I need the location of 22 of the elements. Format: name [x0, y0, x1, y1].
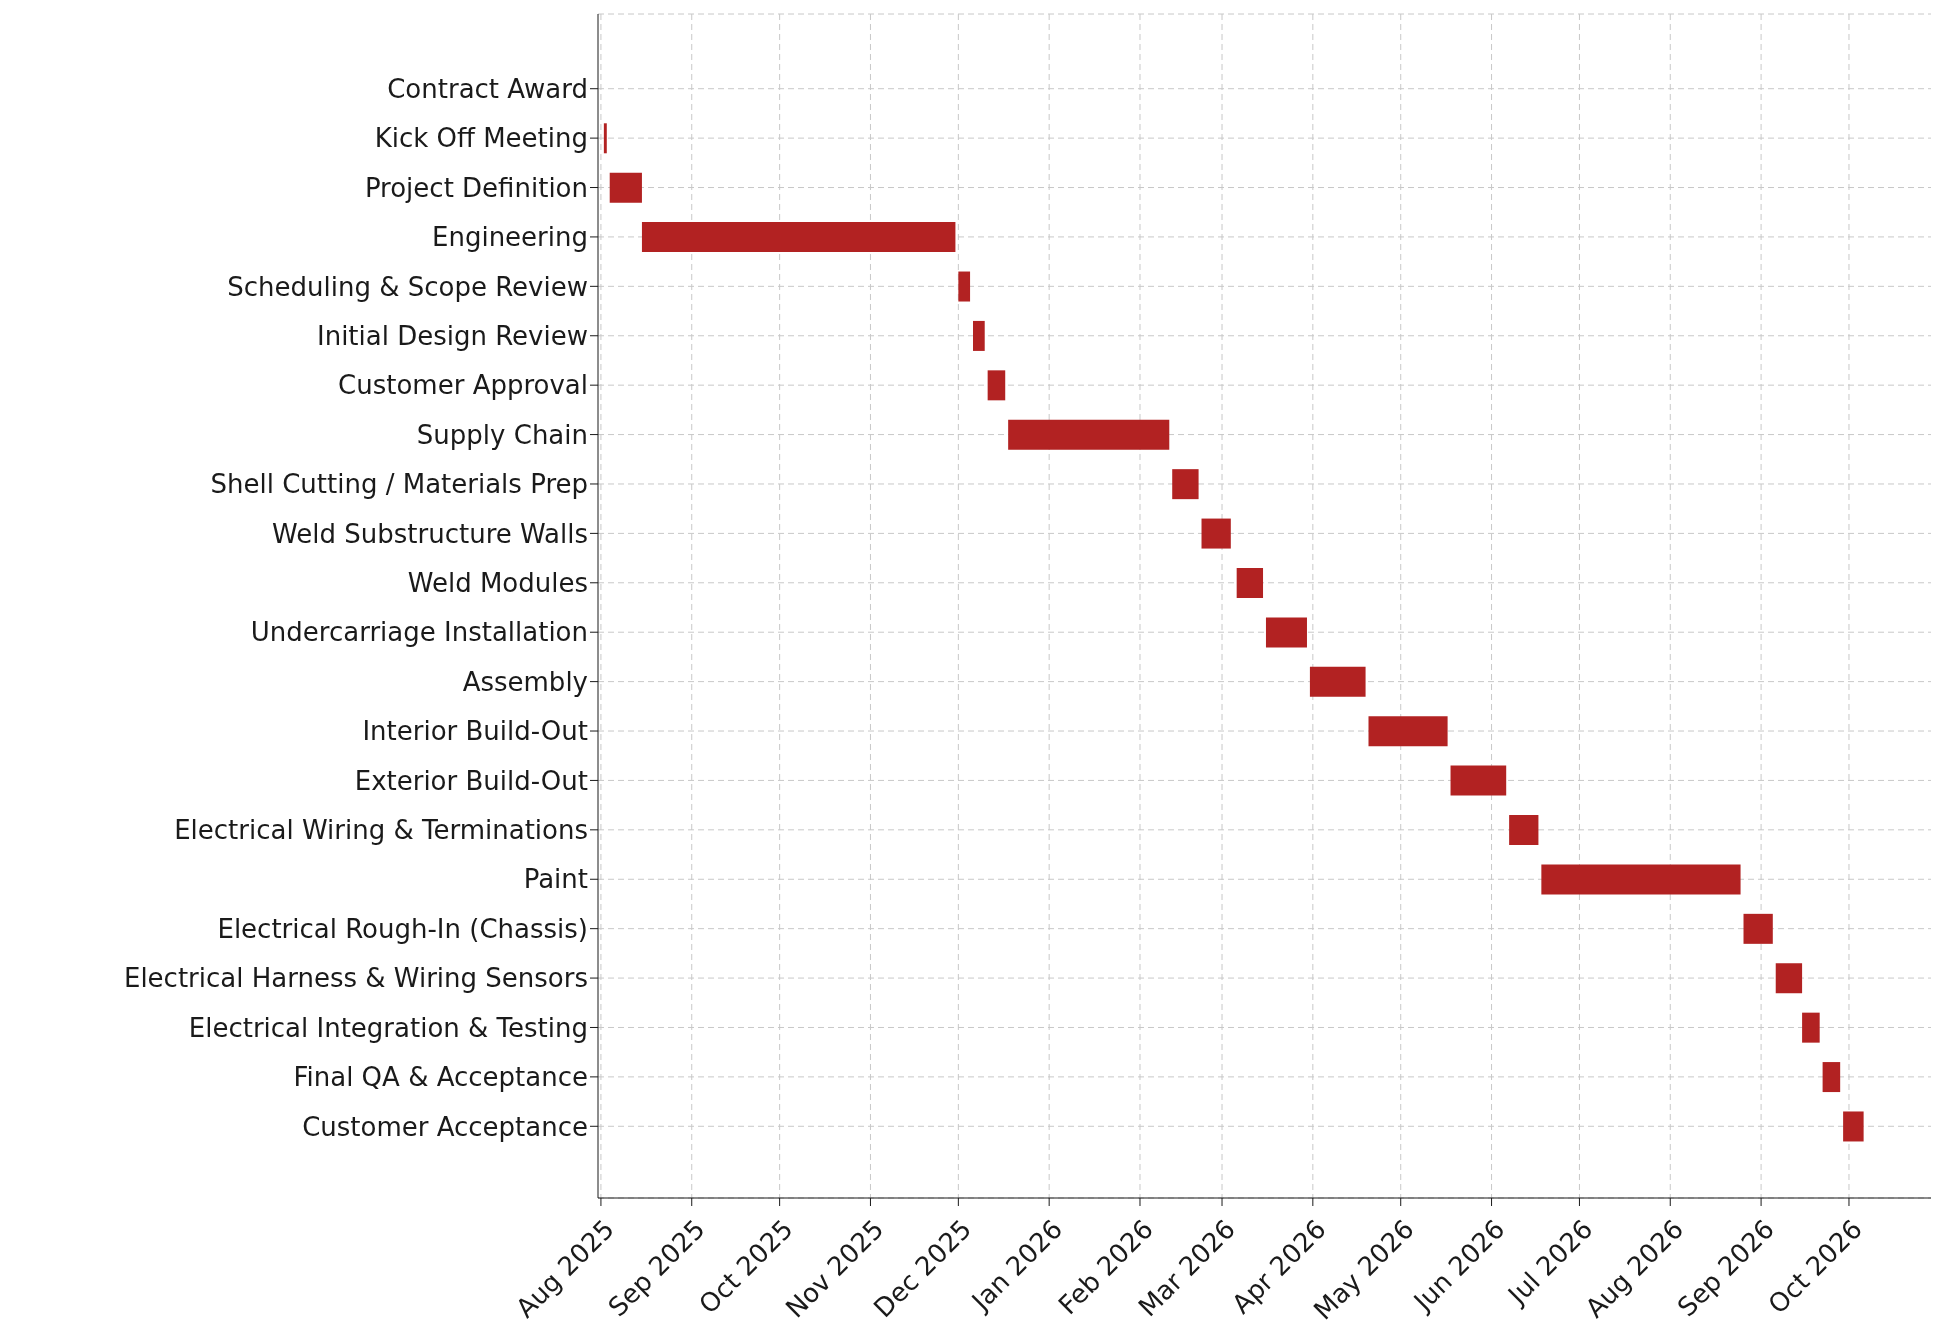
y-tick-label: Kick Off Meeting [374, 123, 588, 154]
y-tick-label: Final QA & Acceptance [293, 1062, 588, 1093]
y-tick-label: Assembly [462, 666, 588, 697]
y-tick-label: Weld Modules [407, 568, 588, 599]
y-tick-label: Undercarriage Installation [250, 617, 588, 648]
y-tick-label: Electrical Rough-In (Chassis) [217, 913, 588, 944]
y-tick-label: Customer Acceptance [302, 1111, 588, 1142]
y-tick-label: Shell Cutting / Materials Prep [210, 469, 588, 500]
y-tick-label: Interior Build-Out [362, 716, 588, 747]
y-tick-label: Contract Award [387, 73, 588, 104]
y-tick-label: Supply Chain [416, 419, 588, 450]
y-tick-label: Initial Design Review [316, 320, 588, 351]
y-tick-label: Electrical Wiring & Terminations [174, 815, 588, 846]
y-tick-label: Customer Approval [338, 370, 588, 401]
y-tick-label: Electrical Harness & Wiring Sensors [123, 963, 588, 994]
y-tick-label: Scheduling & Scope Review [227, 271, 588, 302]
y-tick-label: Weld Substructure Walls [272, 518, 588, 549]
y-tick-label: Exterior Build-Out [354, 765, 588, 796]
y-tick-label: Electrical Integration & Testing [188, 1012, 588, 1043]
y-tick-label: Engineering [432, 222, 588, 253]
y-tick-label: Paint [523, 864, 588, 895]
y-tick-label: Project Definition [364, 172, 588, 203]
